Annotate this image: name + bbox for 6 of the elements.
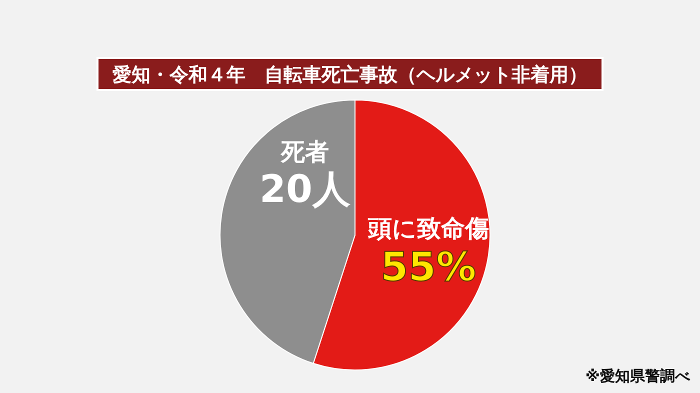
chart-title: 愛知・令和４年 自転車死亡事故（ヘルメット非着用）	[112, 64, 588, 86]
slice-label: 頭に致命傷	[366, 214, 489, 243]
text: 死者 20人	[260, 138, 350, 211]
data-label: 55%	[380, 244, 476, 291]
text: ※愛知県警調べ	[585, 367, 691, 385]
title: 愛知・令和４年 自転車死亡事故（ヘルメット非着用）	[96, 57, 604, 91]
